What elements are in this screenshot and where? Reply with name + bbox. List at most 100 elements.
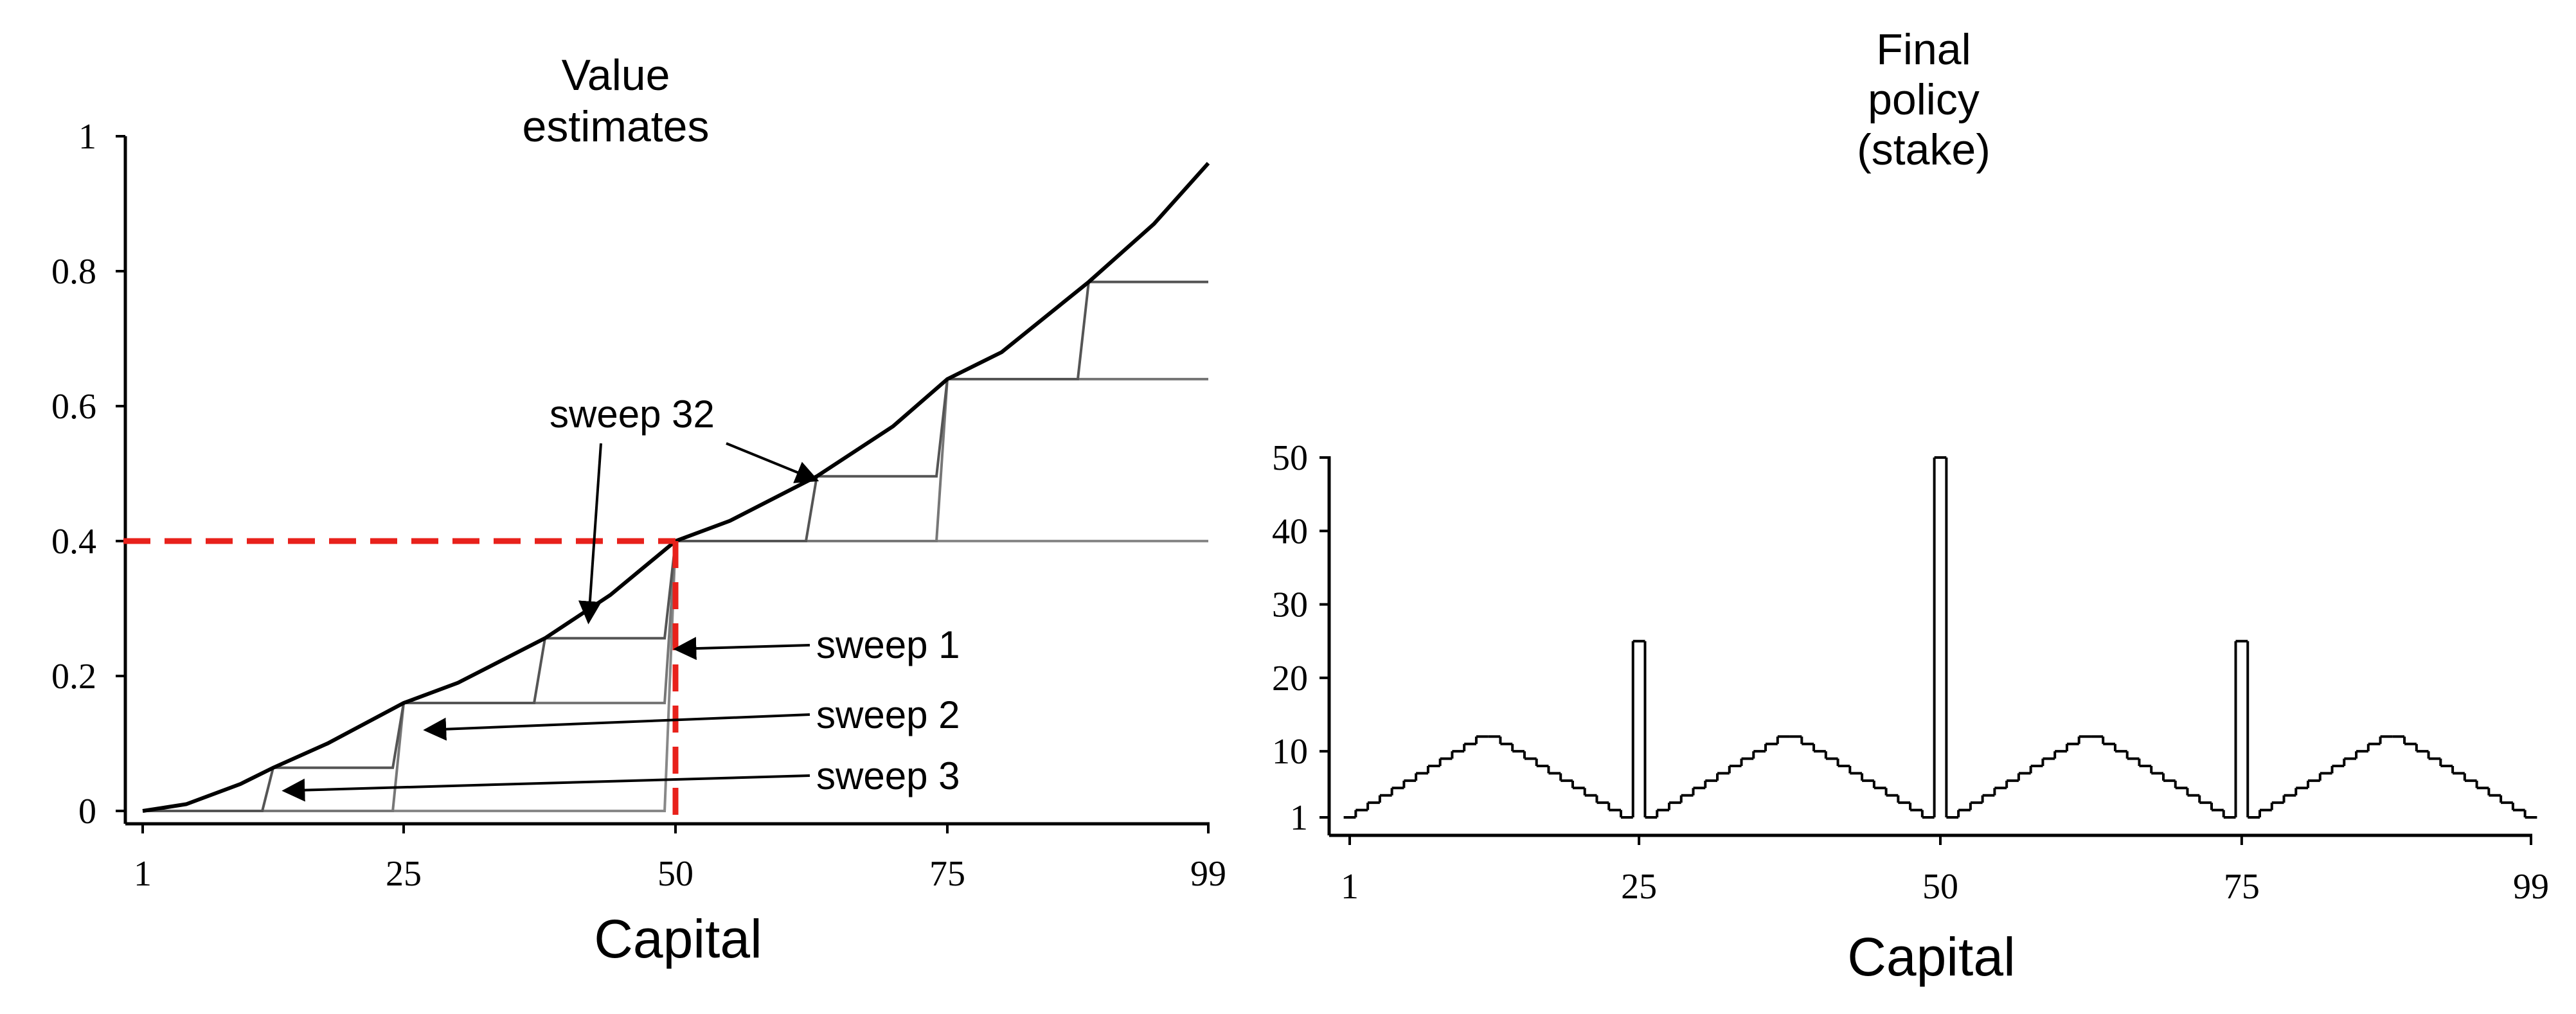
policy-step xyxy=(2511,803,2525,812)
policy-step xyxy=(2403,736,2417,745)
policy-step xyxy=(1692,787,1706,796)
right-x-tick-label: 25 xyxy=(1621,867,1657,907)
policy-step xyxy=(2113,743,2127,753)
policy-step xyxy=(1884,788,1899,797)
right-y-tick-label: 50 xyxy=(1272,438,1308,478)
policy-step xyxy=(2234,639,2248,817)
policy-step xyxy=(2138,758,2152,767)
right-y-tick-label: 30 xyxy=(1272,585,1308,625)
policy-step xyxy=(1366,801,1380,810)
policy-step xyxy=(1571,780,1585,790)
policy-step xyxy=(1643,641,1658,819)
left-chart-title-line-1: Value xyxy=(562,51,670,100)
left-y-tick-label: 0.6 xyxy=(51,387,96,427)
annotation-arrow xyxy=(423,713,810,741)
policy-step xyxy=(1583,788,1597,797)
policy-step xyxy=(1824,751,1838,760)
left-y-tick-label: 0.8 xyxy=(51,252,96,292)
left-y-tick-label: 0.2 xyxy=(51,657,96,697)
series-line-sweep-32 xyxy=(142,161,1210,813)
policy-step xyxy=(1704,779,1718,788)
policy-step xyxy=(2222,810,2236,819)
left-chart-title-line-2: estimates xyxy=(523,102,710,151)
policy-step xyxy=(1619,810,1633,819)
policy-step xyxy=(1740,757,1754,766)
policy-step xyxy=(2523,810,2537,819)
right-x-ticks: 1 25 50 75 99 xyxy=(1341,835,2549,907)
left-x-tick-label: 25 xyxy=(386,854,422,894)
policy-step xyxy=(1438,757,1453,766)
left-y-tick-label: 1 xyxy=(78,117,96,157)
policy-step xyxy=(1607,803,1621,812)
policy-step xyxy=(1933,456,1947,817)
left-x-tick-label: 75 xyxy=(929,854,965,894)
policy-step xyxy=(2029,765,2043,774)
policy-step xyxy=(2125,751,2140,760)
series-line-sweep-1 xyxy=(143,540,1208,812)
policy-step xyxy=(1993,787,2007,796)
annotation-sweep-32: sweep 32 xyxy=(550,393,715,436)
policy-step xyxy=(2307,779,2320,788)
annotation-arrow xyxy=(578,443,602,625)
final-policy-chart: Final policy (stake) 1 10 20 30 40 50 1 25 50 75… xyxy=(1272,25,2549,987)
policy-step xyxy=(2102,736,2115,745)
policy-step xyxy=(1390,787,1404,796)
policy-step xyxy=(1969,801,1983,810)
policy-step xyxy=(2330,765,2345,774)
policy-step xyxy=(1920,810,1935,819)
annotation-arrow xyxy=(282,774,810,802)
right-x-tick-label: 75 xyxy=(2224,867,2260,907)
policy-step xyxy=(1957,808,1971,817)
policy-step xyxy=(1800,736,1814,745)
policy-step xyxy=(1535,758,1549,767)
annotation-arrow xyxy=(726,442,819,483)
policy-step xyxy=(2210,803,2224,812)
right-x-tick-label: 50 xyxy=(1922,867,1958,907)
policy-step xyxy=(1415,772,1428,781)
left-x-ticks: 1 25 50 75 99 xyxy=(134,824,1226,894)
policy-step xyxy=(1776,735,1790,744)
policy-step xyxy=(2186,788,2200,797)
right-chart-title-line-2: policy xyxy=(1868,75,1980,124)
policy-step xyxy=(2318,772,2332,781)
right-x-tick-label: 1 xyxy=(1341,867,1359,907)
value-estimates-chart: Value estimates 0 0.2 0.4 0.6 0.8 1 1 25 50 75 99… xyxy=(51,51,1226,969)
policy-step xyxy=(2005,779,2019,788)
right-y-tick-label: 20 xyxy=(1272,659,1308,698)
annotation-arrow xyxy=(673,637,810,661)
right-x-tick-label: 99 xyxy=(2513,867,2549,907)
policy-step xyxy=(1679,794,1694,803)
left-reference-lines xyxy=(123,538,679,823)
left-y-tick-label: 0 xyxy=(78,792,96,832)
policy-step xyxy=(2343,757,2357,766)
left-x-tick-label: 1 xyxy=(134,854,152,894)
right-policy-bars xyxy=(1343,456,2537,819)
policy-step xyxy=(1861,773,1874,782)
policy-step xyxy=(1426,765,1440,774)
policy-step xyxy=(1945,458,1959,819)
right-y-ticks: 1 10 20 30 40 50 xyxy=(1272,438,1329,838)
policy-step xyxy=(1656,808,1670,817)
policy-step xyxy=(1474,735,1489,744)
annotation-sweep-3: sweep 3 xyxy=(816,754,960,797)
policy-step xyxy=(2451,766,2465,775)
left-x-tick-label: 50 xyxy=(657,854,693,894)
policy-step xyxy=(1354,808,1368,817)
series-line-sweep-3 xyxy=(143,280,1208,812)
right-y-tick-label: 10 xyxy=(1272,732,1308,772)
policy-step xyxy=(1897,795,1911,805)
left-y-tick-label: 0.4 xyxy=(51,522,96,562)
policy-step xyxy=(1378,794,1392,803)
policy-step xyxy=(1463,742,1476,752)
right-x-axis-label: Capital xyxy=(1847,927,2015,987)
policy-step xyxy=(2294,787,2309,796)
policy-step xyxy=(1595,795,1609,805)
policy-step xyxy=(2355,750,2368,759)
right-y-tick-label: 40 xyxy=(1272,511,1308,551)
policy-step xyxy=(2415,743,2429,753)
policy-step xyxy=(1848,766,1863,775)
policy-step xyxy=(2475,780,2489,790)
annotation-sweep-1: sweep 1 xyxy=(816,623,960,666)
left-series-group xyxy=(142,161,1210,813)
